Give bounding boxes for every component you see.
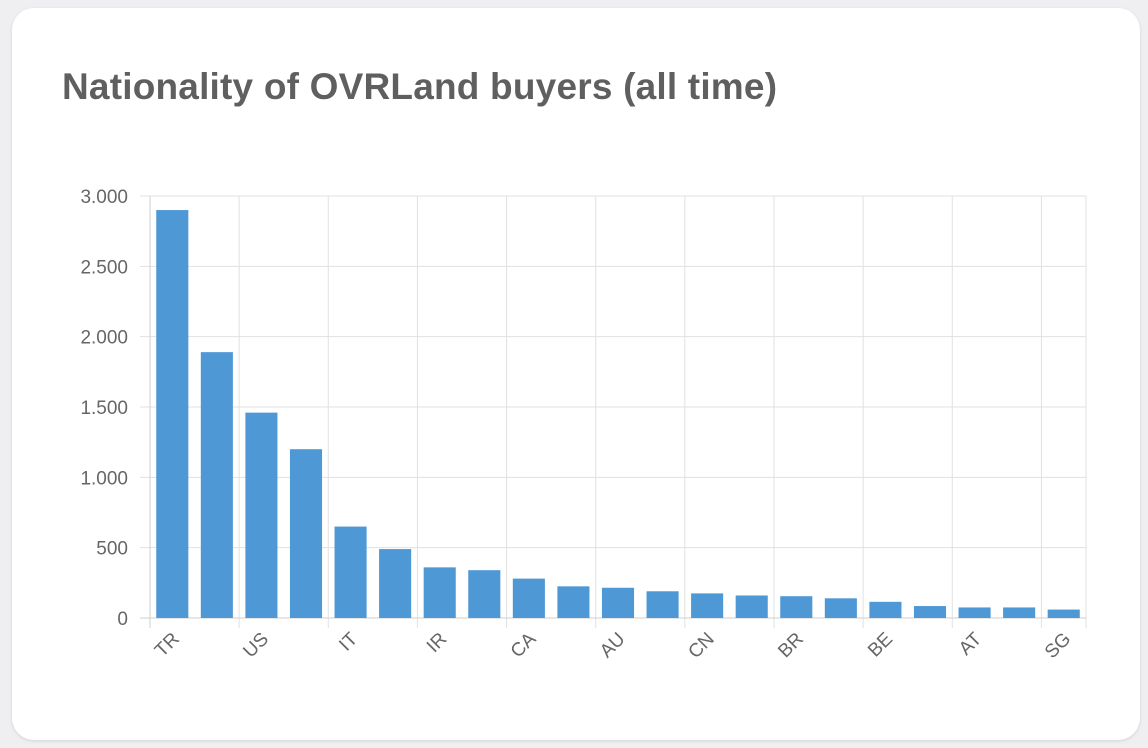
bar [512, 578, 545, 618]
y-tick-label: 1.000 [80, 468, 128, 489]
bar [245, 412, 278, 618]
x-tick-label: BE [864, 629, 897, 662]
bar [780, 596, 813, 618]
x-tick-label: IT [335, 628, 362, 655]
bar [468, 570, 501, 618]
bar [824, 598, 857, 618]
bar [869, 601, 902, 618]
bar [379, 549, 412, 618]
bar [958, 607, 991, 618]
x-tick-label: TR [151, 629, 184, 662]
bar [913, 606, 947, 618]
bar [601, 587, 635, 618]
x-tick-label: SG [1041, 629, 1075, 663]
bar [557, 586, 590, 618]
bar [289, 449, 323, 618]
bar [200, 352, 233, 618]
bar [691, 593, 724, 618]
x-tick-label: BR [774, 629, 808, 663]
chart-grid [140, 195, 1087, 628]
y-tick-label: 2.500 [80, 257, 128, 278]
bar [1047, 609, 1080, 618]
bar [423, 567, 456, 618]
bar [646, 591, 679, 618]
y-tick-label: 2.000 [80, 328, 128, 349]
chart-title: Nationality of OVRLand buyers (all time) [62, 66, 778, 107]
x-tick-label: AU [596, 629, 630, 663]
y-tick-label: 500 [96, 539, 128, 560]
bar [156, 210, 189, 619]
x-tick-label: US [239, 629, 273, 663]
chart-bars [156, 210, 1080, 619]
y-tick-label: 0 [117, 609, 128, 630]
x-tick-label: CA [507, 628, 541, 662]
y-tick-label: 3.000 [80, 187, 128, 208]
bar [1003, 607, 1036, 618]
bar [735, 595, 768, 618]
y-tick-label: 1.500 [80, 398, 128, 419]
y-axis-ticks: 0 500 1.000 1.500 2.000 2.500 3.000 [80, 187, 128, 630]
x-tick-label: IR [423, 629, 451, 657]
x-tick-label: AT [955, 628, 986, 659]
x-tick-label: CN [684, 629, 718, 663]
x-axis-ticks: TR US IT IR CA AU CN BR BE AT SG [151, 628, 1075, 663]
bar [334, 526, 367, 618]
